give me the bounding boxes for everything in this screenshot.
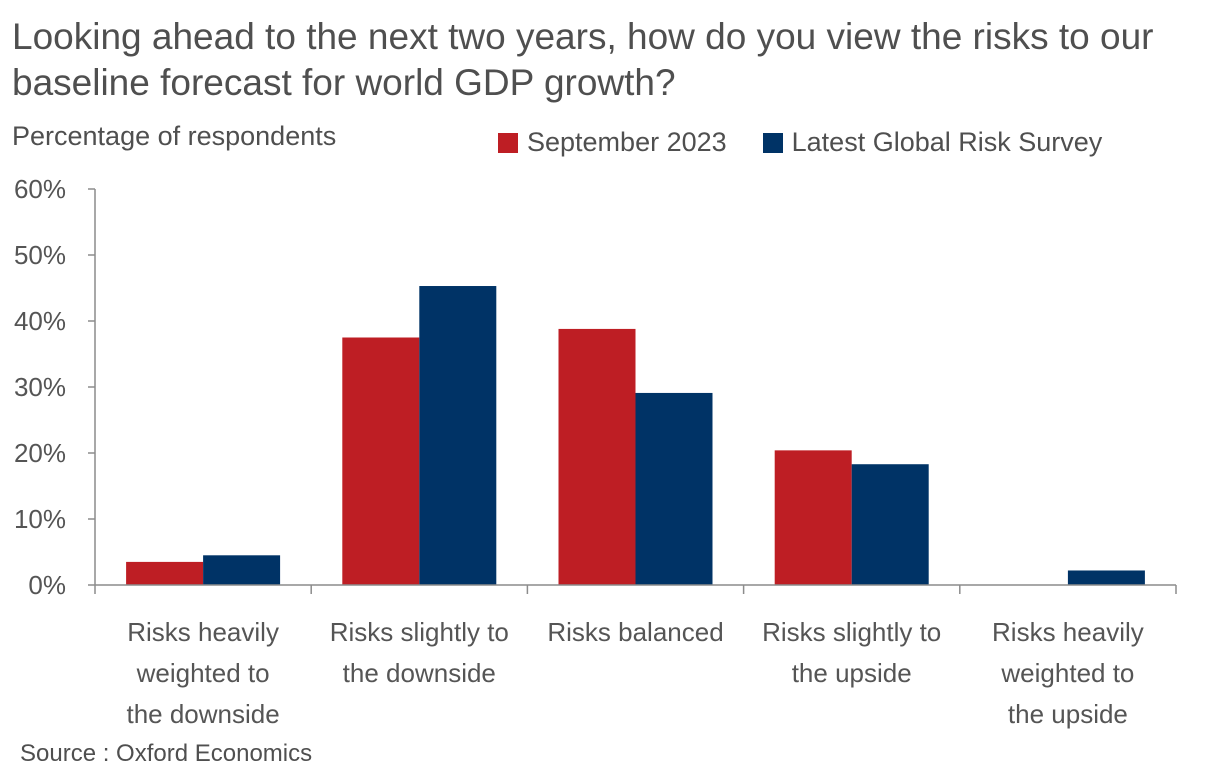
bar-latest-survey-3 <box>851 464 929 585</box>
x-category-label: Risks balanced <box>547 617 723 647</box>
y-tick-label: 0% <box>28 570 66 600</box>
y-tick-label: 60% <box>14 174 66 204</box>
bar-latest-survey-0 <box>203 555 281 585</box>
source-note: Source : Oxford Economics <box>20 740 313 767</box>
y-tick-label: 30% <box>14 372 66 402</box>
x-category-label: Risks slightly to the upside <box>762 617 941 688</box>
chart-title: Looking ahead to the next two years, how… <box>12 16 1154 103</box>
bar-september-2023-1 <box>342 337 420 585</box>
y-tick-label: 50% <box>14 240 66 270</box>
x-category-label: Risks heavily weighted to the downside <box>126 617 279 729</box>
bar-september-2023-2 <box>558 328 636 585</box>
legend-swatch-september-2023 <box>498 132 518 153</box>
bar-latest-survey-2 <box>635 392 713 585</box>
x-category-label: Risks slightly to the downside <box>330 617 509 688</box>
legend: September 2023 Latest Global Risk Survey <box>498 127 1102 158</box>
legend-label-latest-survey: Latest Global Risk Survey <box>791 127 1103 157</box>
x-category-label: Risks heavily weighted to the upside <box>992 617 1144 729</box>
y-tick-label: 40% <box>14 306 66 336</box>
y-axis-label: Percentage of respondents <box>12 121 337 151</box>
bar-latest-survey-1 <box>419 286 497 585</box>
y-tick-label: 10% <box>14 504 66 534</box>
legend-swatch-latest-survey <box>762 132 783 153</box>
bar-september-2023-3 <box>774 450 852 585</box>
legend-item-september-2023: September 2023 <box>498 127 727 158</box>
legend-item-latest-survey: Latest Global Risk Survey <box>762 127 1103 158</box>
y-tick-label: 20% <box>14 438 66 468</box>
bar-chart: 0% 10% 20% 30% 40% 50% 60% Risks heavily weighte… <box>14 174 1177 729</box>
legend-label-september-2023: September 2023 <box>527 127 727 157</box>
bar-september-2023-0 <box>126 561 204 585</box>
bar-latest-survey-4 <box>1067 570 1145 585</box>
